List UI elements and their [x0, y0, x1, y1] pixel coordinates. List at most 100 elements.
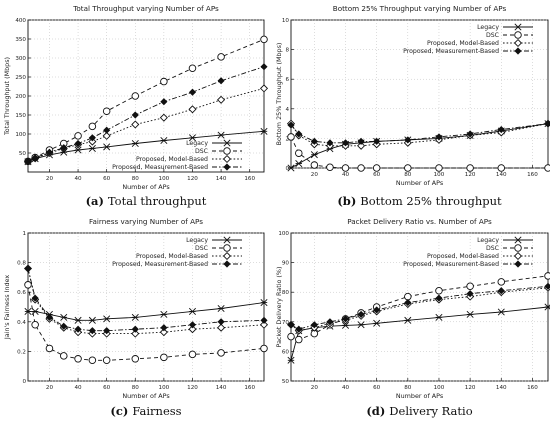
data-point [188, 134, 197, 142]
legend-label: Proposed, Model-Based [427, 253, 499, 260]
series-measurement-based [287, 120, 550, 147]
data-point [435, 164, 443, 172]
data-point [373, 319, 381, 327]
x-tick-label: 20 [46, 176, 54, 182]
data-point [31, 294, 39, 302]
data-point [159, 113, 168, 122]
y-tick-label: 1 [22, 231, 26, 237]
caption-letter: (a) [86, 194, 104, 208]
data-point [217, 323, 226, 332]
data-point [217, 95, 226, 104]
legend-label: Proposed, Model-Based [427, 40, 499, 47]
data-point [160, 77, 168, 86]
caption-letter: (d) [366, 404, 385, 418]
series-measurement-based [287, 282, 550, 333]
data-point [74, 355, 82, 363]
x-tick-label: 80 [132, 385, 140, 391]
x-tick-label: 80 [404, 385, 412, 391]
x-tick-label: 120 [465, 172, 476, 178]
data-point [159, 328, 168, 337]
data-point [160, 324, 168, 332]
y-tick-label: 0 [22, 379, 26, 385]
y-tick-label: 0.2 [17, 349, 26, 355]
x-axis-label: Number of APs [122, 183, 170, 191]
y-axis-label: Packet Delivery Ratio (%) [275, 267, 283, 348]
y-tick-label: 2 [285, 136, 289, 142]
data-point [160, 136, 168, 144]
legend-label: Proposed, Measurement-Based [403, 48, 499, 55]
x-tick-label: 140 [216, 176, 227, 182]
series-line [27, 66, 265, 162]
caption-letter: (b) [337, 194, 356, 208]
x-tick-label: 100 [434, 385, 445, 391]
data-point [357, 137, 365, 145]
data-point [260, 299, 268, 307]
data-point [74, 146, 82, 154]
data-point [188, 307, 197, 315]
x-tick-label: 20 [46, 385, 54, 391]
x-tick-label: 80 [404, 172, 412, 178]
legend-label: Proposed, Model-Based [136, 156, 208, 163]
data-point [435, 133, 443, 141]
y-tick-label: 250 [15, 75, 26, 81]
data-point [74, 316, 82, 324]
x-tick-label: 120 [465, 385, 476, 391]
x-tick-label: 20 [311, 385, 319, 391]
legend-marker [223, 163, 231, 171]
data-point [497, 287, 505, 295]
data-point [373, 306, 381, 314]
data-point [544, 282, 550, 290]
caption-text: Delivery Ratio [389, 404, 472, 418]
data-point [326, 139, 334, 147]
legend-label: Legacy [186, 237, 208, 244]
data-point [435, 313, 443, 321]
data-point [497, 308, 505, 316]
x-tick-label: 20 [311, 172, 319, 178]
caption-text: Bottom 25% throughput [360, 194, 502, 208]
legend-marker [514, 244, 522, 252]
legend-marker [514, 47, 522, 55]
y-tick-label: 200 [15, 94, 26, 100]
x-axis-label: Number of APs [396, 179, 444, 187]
data-point [188, 88, 197, 96]
data-point [295, 160, 303, 168]
series-line [290, 123, 549, 147]
data-point [404, 316, 412, 324]
data-point [295, 335, 303, 344]
legend-label: Proposed, Measurement-Based [112, 164, 208, 171]
data-point [131, 120, 140, 129]
x-tick-label: 60 [373, 385, 381, 391]
x-tick-label: 60 [103, 385, 111, 391]
x-tick-label: 40 [74, 385, 82, 391]
y-tick-label: 8 [285, 48, 289, 54]
x-tick-label: 140 [496, 172, 507, 178]
legend-label: Legacy [477, 24, 499, 31]
y-tick-label: 100 [278, 231, 289, 237]
data-point [131, 111, 139, 119]
data-point [466, 164, 474, 172]
data-point [60, 352, 68, 360]
x-tick-label: 100 [434, 172, 445, 178]
data-point [295, 149, 303, 157]
panel-caption: (b) Bottom 25% throughput [337, 194, 502, 208]
legend-label: DSC [195, 148, 208, 155]
data-point [217, 53, 225, 61]
y-axis-label: Jain's Fairness Index [3, 275, 11, 341]
data-point [404, 298, 412, 307]
chart-title: Total Throughput varying Number of APs [72, 4, 219, 13]
data-point [497, 278, 506, 286]
x-tick-label: 40 [342, 172, 350, 178]
x-tick-label: 160 [527, 172, 538, 178]
x-tick-label: 60 [103, 176, 111, 182]
x-tick-label: 120 [187, 176, 198, 182]
data-point [45, 313, 54, 321]
data-point [131, 325, 139, 333]
data-point [131, 329, 140, 338]
panel-caption: (d) Delivery Ratio [366, 404, 472, 418]
legend-marker [222, 154, 232, 164]
data-point [310, 321, 318, 329]
data-point [60, 322, 68, 330]
